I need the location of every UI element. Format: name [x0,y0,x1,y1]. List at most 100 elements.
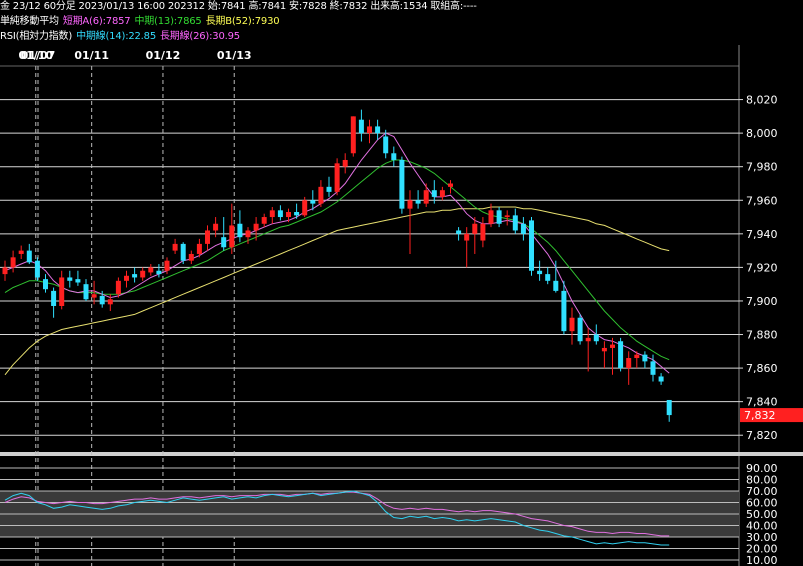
rsi-tick-label: 80.00 [746,474,778,487]
candle-body [650,361,656,375]
candle-body [472,223,478,234]
ma-mid-line [4,159,670,361]
price-tick-label: 7,980 [746,161,778,174]
price-tick-label: 7,820 [746,429,778,442]
rsi-mid-line [4,490,670,546]
candle [124,270,129,288]
candle-body [488,210,494,224]
candles-group [2,109,672,422]
candle-body [358,119,364,134]
candle [51,287,57,318]
candle [342,153,348,174]
candle-body [196,243,202,254]
candle [439,186,445,201]
candle [99,290,105,308]
candle-body [51,290,57,306]
candle [618,337,624,372]
candle-body [601,347,607,352]
candle-body [91,294,97,298]
ma-long-line [4,206,670,376]
candle-body [237,223,243,238]
price-tick-label: 7,880 [746,329,778,342]
price-tick-label: 7,860 [746,362,778,375]
candle [537,260,543,281]
candle-body [318,186,324,204]
candle-body [537,270,543,275]
price-tick-label: 7,960 [746,194,778,207]
candle-body [132,274,138,278]
candle [504,210,510,226]
candle [585,327,591,372]
candle-body [334,163,340,192]
candle [367,119,372,144]
candle-body [310,200,316,204]
candle [545,267,551,285]
candle [75,270,81,286]
candle-body [10,257,16,268]
candle-body [67,277,73,281]
candle-body [431,190,437,197]
candle-body [383,136,389,154]
ohlc-summary: 金 23/12 60分足 2023/01/13 16:00 202312 始:7… [0,1,477,12]
candle-body [140,270,146,278]
candle [107,294,113,312]
candle [115,277,121,298]
candle-body [577,317,583,342]
candle [326,176,332,197]
candle [642,351,648,369]
candle [148,264,154,276]
candle [601,341,607,369]
rsi-legend: RSI(相対力指数) 中期線(14):22.85 長期線(26):30.95 [0,30,244,43]
candle [415,190,421,209]
ma-mid-legend: 中期(13):7865 [134,16,202,27]
candle-body [553,280,559,291]
candle-body [59,277,65,306]
candle-body [294,212,300,216]
pane-separator [0,452,803,456]
candle-body [124,275,129,281]
candle [286,208,291,223]
price-tick-label: 8,000 [746,127,778,140]
candle-body [512,215,518,231]
candle [43,274,48,293]
candle [245,227,251,244]
candle [26,243,32,265]
price-tick-label: 7,940 [746,228,778,241]
candle [626,351,632,385]
rsi-tick-label: 60.00 [746,497,778,510]
price-tick-label: 7,840 [746,396,778,409]
candle [358,109,364,142]
candle-body [156,270,162,275]
rsi-mid-legend: 中期線(14):22.85 [76,31,156,42]
rsi-long-legend: 長期線(26):30.95 [160,31,240,42]
candle-body [205,230,210,244]
candle-body [164,260,170,271]
candle-body [261,217,267,224]
candle [650,354,656,382]
candle [188,250,194,265]
candle [383,129,389,159]
candle-body [520,223,526,234]
candle-body [480,223,486,241]
candle-body [585,337,591,342]
candle [180,242,186,265]
candle-body [545,274,551,281]
candle [229,203,235,254]
candle [269,206,275,224]
candle-body [26,250,32,263]
rsi-tick-label: 70.00 [746,485,778,498]
candle [140,267,146,281]
candle [221,217,227,251]
candle-body [448,183,453,187]
candle [577,314,583,345]
candle [59,270,65,310]
candle [569,307,575,345]
candle [2,260,8,281]
candle-body [350,116,356,154]
candle [132,267,138,283]
candle [666,399,672,422]
candle [399,156,405,214]
candle-body [456,230,462,234]
chart-info-line: 金 23/12 60分足 2023/01/13 16:00 202312 始:7… [0,0,481,13]
